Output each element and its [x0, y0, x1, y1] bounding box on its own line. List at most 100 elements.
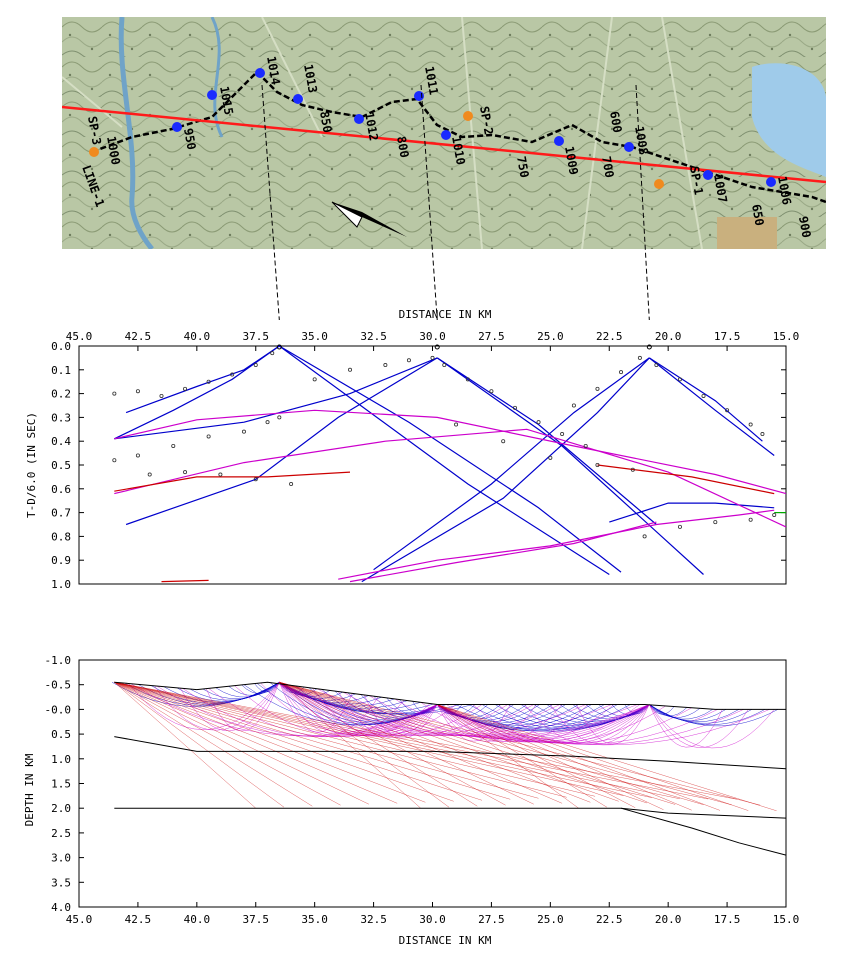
tt-pick-point [725, 408, 730, 413]
tt-x-tick-label: 32.5 [360, 330, 387, 343]
tt-y-tick-label: 0.1 [51, 364, 71, 377]
ray-path-middle [437, 704, 563, 742]
ray-path-deep [437, 704, 608, 808]
station-label: 800 [394, 135, 412, 159]
tt-x-tick-label: 37.5 [243, 330, 270, 343]
station-label: 1015 [217, 85, 236, 116]
tt-pick-point [571, 403, 576, 408]
tt-series-line [648, 357, 775, 456]
tt-x-tick-label: 40.0 [184, 330, 211, 343]
tt-pick-point [595, 386, 600, 391]
ray-y-tick-label: 1.5 [51, 778, 71, 791]
ray-path-middle [649, 704, 723, 748]
tt-series-line [114, 357, 438, 440]
ray-y-tick-label: 0.5 [51, 728, 71, 741]
tt-pick-point [312, 377, 317, 382]
ray-path-middle [524, 704, 650, 744]
ray-path-deep [279, 682, 506, 806]
ray-path-deep [279, 682, 421, 809]
tt-series-line [361, 357, 650, 583]
tt-pick-point [348, 367, 353, 372]
tt-y-tick-label: 0.7 [51, 507, 71, 520]
ray-path-deep [114, 682, 256, 809]
shot-leader-line [420, 84, 438, 321]
tt-x-tick-label: 15.0 [773, 330, 800, 343]
ray-y-tick-label: 1.0 [51, 753, 71, 766]
tt-pick-point [512, 405, 517, 410]
ray-y-tick-label: 2.0 [51, 802, 71, 815]
ray-path-deep [114, 681, 398, 804]
ray-path-middle [130, 683, 438, 737]
ray-path-deep [279, 681, 534, 805]
ray-path-middle [279, 682, 483, 736]
tt-pick-point [135, 389, 140, 394]
tt-y-tick-label: 0.9 [51, 554, 71, 567]
ray-path-deep [279, 682, 478, 807]
tt-pick-point [654, 363, 659, 368]
tt-x-tick-label: 30.0 [419, 330, 446, 343]
tt-x-axis-title: DISTANCE IN KM [399, 308, 492, 321]
tt-pick-point [748, 517, 753, 522]
ray-x-tick-label: 27.5 [478, 913, 505, 926]
tt-series-line [114, 409, 787, 495]
ray-x-tick-label: 25.0 [537, 913, 564, 926]
station-markers [172, 68, 776, 187]
ray-y-tick-label: 2.5 [51, 827, 71, 840]
ray-path-deep [114, 681, 567, 798]
tt-series-line [278, 345, 610, 576]
ray-path-deep [114, 681, 596, 797]
ray-path-deep [114, 682, 341, 806]
river [118, 17, 154, 249]
tt-pick-point [230, 372, 235, 377]
ray-y-tick-label: -0.5 [45, 679, 72, 692]
ray-y-tick-label: 3.5 [51, 876, 71, 889]
station-label: 1014 [264, 55, 283, 86]
station-label: 1012 [362, 111, 381, 142]
tt-pick-point [112, 458, 117, 463]
tt-pick-point [183, 470, 188, 475]
tt-pick-point [383, 363, 388, 368]
tt-pick-point [748, 422, 753, 427]
tt-pick-point [270, 351, 275, 356]
ray-path-middle [128, 682, 280, 730]
location-map: LINE-1 SP-3 SP-2 SP-1 1000 950 1015 1014… [62, 17, 826, 249]
ray-path-middle [436, 704, 537, 742]
stream [210, 17, 224, 138]
ray-path-deep [114, 681, 737, 800]
tt-pick-point [112, 391, 117, 396]
ray-path-deep [114, 681, 680, 800]
tt-pick-point [713, 520, 718, 525]
tt-pick-point [289, 482, 294, 487]
ray-path-deep [279, 681, 648, 804]
ray-y-tick-label: 4.0 [51, 901, 71, 914]
tt-pick-point [677, 377, 682, 382]
tt-y-tick-label: 0.4 [51, 435, 71, 448]
ray-path-deep [279, 681, 619, 802]
ray-path-deep [114, 682, 313, 807]
ray-path-middle [420, 702, 650, 742]
tt-x-tick-label: 45.0 [66, 330, 93, 343]
ray-x-tick-label: 42.5 [125, 913, 152, 926]
station-label: 1010 [449, 135, 468, 166]
tt-y-tick-label: 0.3 [51, 411, 71, 424]
station-label: 950 [181, 127, 199, 151]
ray-y-axis-title: DEPTH IN KM [23, 753, 36, 826]
tt-pick-point [595, 462, 600, 467]
tt-pick-point [406, 358, 411, 363]
ray-path-deep [114, 681, 483, 801]
ray-x-tick-label: 32.5 [360, 913, 387, 926]
tt-pick-point [619, 370, 624, 375]
ray-path-deep [279, 681, 761, 806]
tt-pick-point [218, 472, 223, 477]
tt-shot-marker [646, 344, 652, 350]
ray-path-middle [394, 698, 650, 741]
ray-path-deep [437, 704, 636, 808]
ray-path-middle [472, 704, 650, 743]
ray-path-deep [279, 682, 450, 808]
ray-path-middle [649, 704, 775, 749]
tt-pick-point [430, 355, 435, 360]
station-label: 850 [317, 110, 335, 134]
town-area [717, 217, 777, 249]
ray-x-tick-label: 15.0 [773, 913, 800, 926]
